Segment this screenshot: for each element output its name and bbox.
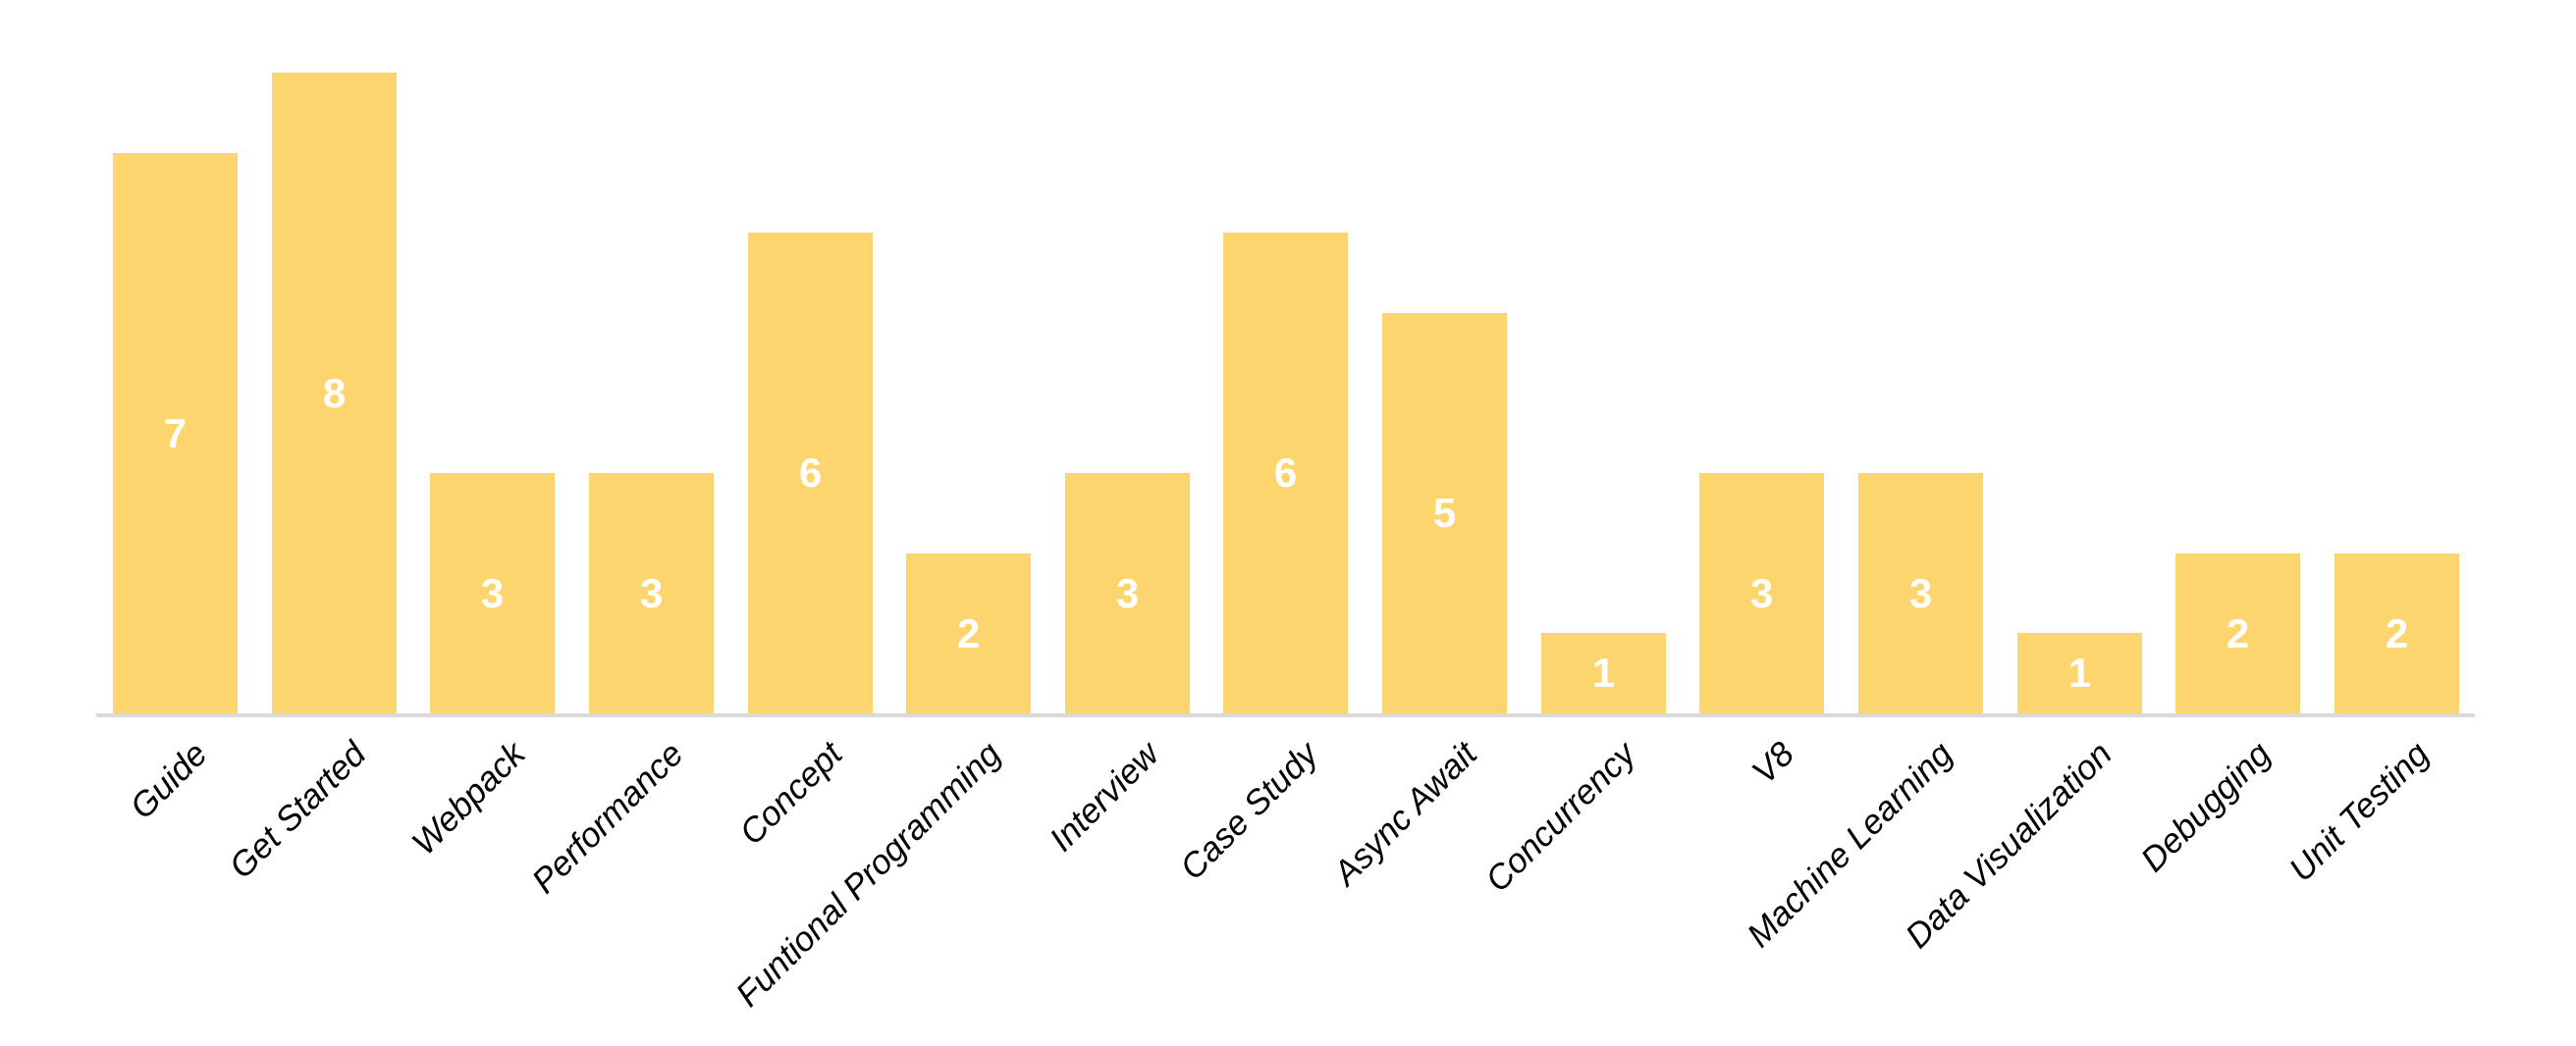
x-tick-label: Concept — [731, 734, 850, 853]
x-tick-label: Webpack — [403, 734, 533, 863]
x-tick-label: Get Started — [222, 734, 374, 886]
bar-value-label: 8 — [322, 369, 347, 416]
bar: 3 — [1858, 473, 1983, 713]
bar: 3 — [1065, 473, 1190, 713]
bar: 2 — [2334, 553, 2459, 713]
bar: 3 — [589, 473, 714, 713]
bar-value-label: 6 — [1273, 449, 1298, 496]
bar: 5 — [1382, 313, 1507, 713]
x-axis-line — [96, 713, 2475, 717]
bar-value-label: 2 — [956, 609, 981, 656]
x-tick-label: Guide — [123, 734, 215, 827]
bar-value-label: 1 — [1591, 650, 1616, 696]
x-tick-label: Case Study — [1172, 734, 1326, 888]
x-tick-label: Concurrency — [1477, 734, 1643, 900]
bar: 2 — [906, 553, 1031, 713]
bar: 8 — [272, 73, 397, 713]
bar-value-label: 3 — [1908, 569, 1933, 616]
bar-value-label: 2 — [2226, 609, 2250, 656]
bar-value-label: 1 — [2067, 650, 2092, 696]
x-tick-label: Funtional Programming — [728, 734, 1008, 1015]
bar: 3 — [1699, 473, 1824, 713]
bar-value-label: 6 — [798, 449, 823, 496]
bar-value-label: 3 — [1115, 569, 1140, 616]
bar: 7 — [113, 153, 238, 713]
bar-value-label: 3 — [639, 569, 664, 616]
bar: 3 — [430, 473, 555, 713]
bar-value-label: 5 — [1432, 490, 1457, 536]
bar-value-label: 7 — [163, 409, 188, 456]
bar: 6 — [1223, 233, 1348, 713]
bar-value-label: 3 — [480, 569, 505, 616]
bar: 1 — [2017, 633, 2142, 713]
x-tick-label: V8 — [1744, 734, 1802, 792]
bar: 1 — [1541, 633, 1666, 713]
x-tick-label: Debugging — [2132, 734, 2279, 880]
x-tick-label: Interview — [1043, 734, 1167, 860]
x-tick-label: Performance — [524, 734, 691, 901]
bar: 2 — [2175, 553, 2300, 713]
bar-value-label: 3 — [1749, 569, 1774, 616]
x-tick-label: Async Await — [1325, 734, 1484, 893]
bar-value-label: 2 — [2385, 609, 2409, 656]
x-tick-label: Unit Testing — [2281, 734, 2437, 890]
bar: 6 — [748, 233, 873, 713]
